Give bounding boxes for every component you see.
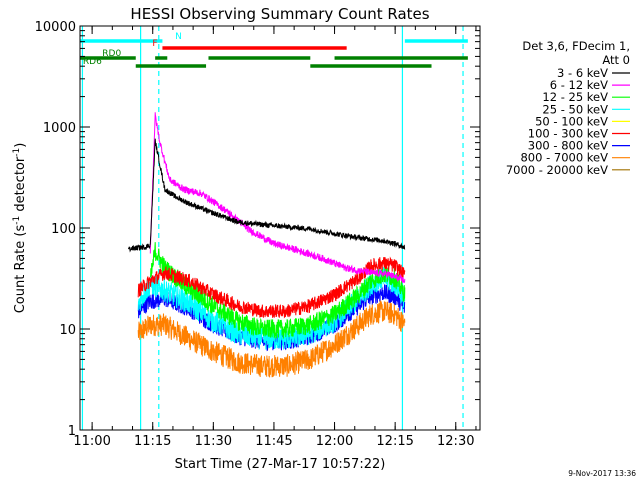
y-tick-label-2: 100 xyxy=(51,222,76,237)
x-axis: 11:00 11:15 11:30 11:45 12:00 12:15 12:30 xyxy=(73,26,477,449)
legend-label-5: 100 - 300 keV xyxy=(528,127,608,141)
y-axis-label-end: ) xyxy=(13,143,28,148)
flag-label-rd6: RD6 xyxy=(83,57,102,67)
series-line-7 xyxy=(137,300,406,378)
series-line-5 xyxy=(137,256,406,319)
footer-date: 9-Nov-2017 13:36 xyxy=(568,469,636,478)
y-tick-label-1: 10 xyxy=(59,323,76,338)
x-tick-label-6: 12:30 xyxy=(437,434,474,449)
x-tick-label-3: 11:45 xyxy=(255,434,292,449)
chart-title: HESSI Observing Summary Count Rates xyxy=(130,5,429,23)
y-axis-label: Count Rate (s-1 detector-1) xyxy=(12,143,28,314)
x-tick-label-4: 12:00 xyxy=(316,434,353,449)
y-axis-label-main: Count Rate (s xyxy=(13,225,28,314)
legend-label-4: 50 - 100 keV xyxy=(535,114,608,128)
y-tick-label-4: 10000 xyxy=(35,20,76,35)
legend-label-7: 800 - 7000 keV xyxy=(520,151,608,165)
legend-label-1: 6 - 12 keV xyxy=(550,78,608,92)
x-tick-label-2: 11:30 xyxy=(195,434,232,449)
series-line-1 xyxy=(149,112,406,284)
x-tick-label-0: 11:00 xyxy=(73,434,110,449)
legend-label-0: 3 - 6 keV xyxy=(557,66,608,80)
y-tick-label-3: 1000 xyxy=(43,121,76,136)
y-axis-label-mid: detector xyxy=(13,156,28,216)
series-line-0 xyxy=(128,138,406,253)
y-axis-label-sup2: -1 xyxy=(12,148,22,157)
x-axis-label: Start Time (27-Mar-17 10:57:22) xyxy=(175,457,386,472)
flag-label-f: F xyxy=(152,39,157,49)
flag-label-rd0: RD0 xyxy=(102,49,121,59)
legend-label-6: 300 - 800 keV xyxy=(528,139,608,153)
x-tick-label-5: 12:15 xyxy=(376,434,413,449)
y-axis: 1 10 100 1000 10000 xyxy=(35,20,480,439)
legend-label-3: 25 - 50 keV xyxy=(542,102,608,116)
y-tick-label-0: 1 xyxy=(68,424,76,439)
legend-label-2: 12 - 25 keV xyxy=(542,90,608,104)
y-axis-label-sup1: -1 xyxy=(12,216,22,225)
plot-content xyxy=(80,26,468,430)
flag-label-n: N xyxy=(175,32,182,42)
legend-label-8: 7000 - 20000 keV xyxy=(506,163,608,177)
legend-header-line1: Det 3,6, FDecim 1, xyxy=(522,39,630,53)
legend-header-line2: Att 0 xyxy=(602,53,630,67)
x-tick-label-1: 11:15 xyxy=(134,434,171,449)
series-line-2 xyxy=(149,242,406,339)
